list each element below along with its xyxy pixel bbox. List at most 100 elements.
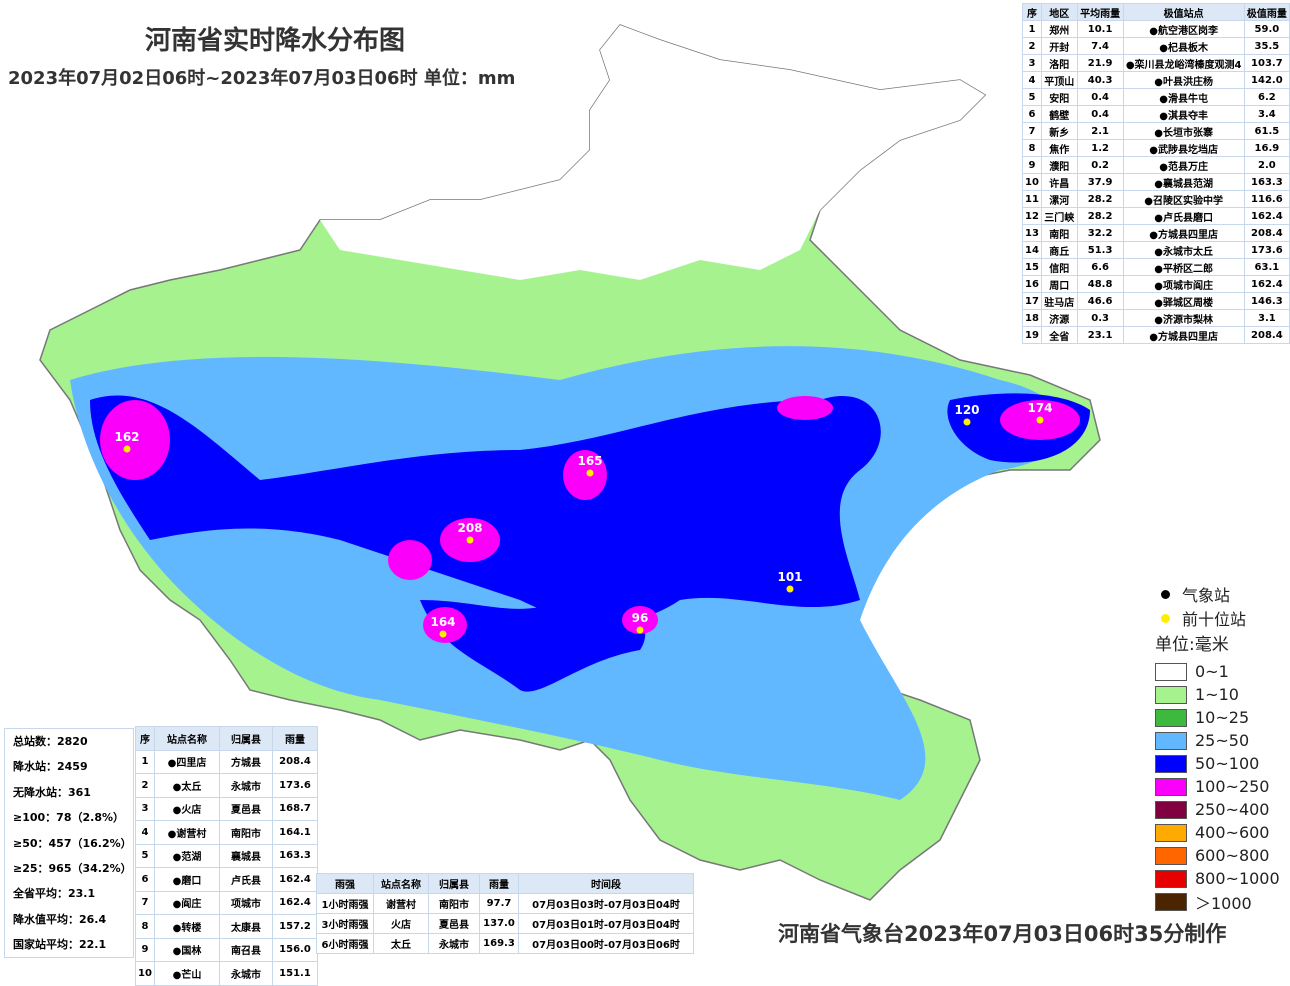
cell: 40.3 (1076, 71, 1124, 89)
legend-label: 400~600 (1195, 823, 1270, 842)
row: 11 漯河 28.2 ●召陵区实验中学 116.6 (1022, 190, 1290, 208)
legend-label: 10~25 (1195, 708, 1250, 727)
stat: ≥50：457（16.2%） (13, 836, 132, 850)
cell: 17 (1022, 292, 1042, 310)
cell: 103.7 (1243, 54, 1290, 72)
cell: 夏邑县 (428, 913, 480, 934)
cell: 开封 (1040, 37, 1078, 55)
row: 14 商丘 51.3 ●永城市太丘 173.6 (1022, 241, 1290, 259)
cell: ●航空港区岗李 (1122, 20, 1245, 38)
map-label: 101 (777, 570, 802, 584)
legend-row: 600~800 (1155, 844, 1285, 867)
cell: 6.6 (1076, 258, 1124, 276)
zone-100-spot (563, 450, 607, 500)
cell: ●太丘 (154, 773, 220, 798)
cell: ●方城县四里店 (1122, 326, 1245, 344)
cell: 32.2 (1076, 224, 1124, 242)
row: 3小时雨强 火店 夏邑县 137.0 07月03日01时-07月03日04时 (316, 913, 694, 934)
top-station (786, 585, 794, 593)
row: 1小时雨强 谢营村 南阳市 97.7 07月03日03时-07月03日04时 (316, 893, 694, 914)
cell: ●芒山 (154, 961, 220, 986)
row: 6小时雨强 太丘 永城市 169.3 07月03日00时-07月03日06时 (316, 933, 694, 954)
cell: 6 (135, 867, 155, 892)
cell: 火店 (373, 913, 429, 934)
cell: 162.4 (272, 890, 318, 915)
cell: 6小时雨强 (316, 933, 374, 954)
cell: 169.3 (479, 933, 519, 954)
cell: 6 (1022, 105, 1042, 123)
header-cell: 站点名称 (154, 726, 220, 751)
legend-swatch (1155, 869, 1187, 888)
legend-swatch (1155, 708, 1187, 727)
row: 1 ●四里店 方城县 208.4 (135, 749, 318, 774)
cell: 南召县 (219, 937, 273, 962)
row: 2 开封 7.4 ●杞县板木 35.5 (1022, 37, 1290, 55)
cell: ●济源市梨林 (1122, 309, 1245, 327)
cell: 商丘 (1040, 241, 1078, 259)
cell: 平顶山 (1040, 71, 1078, 89)
cell: 162.4 (1243, 207, 1290, 225)
page: 208 174 164 162 165 120 101 96 河南省实时降水分布图 2023年… (4, 3, 1290, 986)
table-head: 序站点名称 归属县 雨量 (135, 726, 318, 751)
cell: ●四里店 (154, 749, 220, 774)
legend-label: 100~250 (1195, 777, 1270, 796)
cell: 12 (1022, 207, 1042, 225)
cell: 163.3 (1243, 173, 1290, 191)
cell: 方城县 (219, 749, 273, 774)
cell: 14 (1022, 241, 1042, 259)
cell: 137.0 (479, 913, 519, 934)
legend-row: 250~400 (1155, 798, 1285, 821)
cell: 2 (135, 773, 155, 798)
cell: 51.3 (1076, 241, 1124, 259)
row: 2 ●太丘 永城市 173.6 (135, 773, 318, 798)
cell: ●长垣市张寨 (1122, 122, 1245, 140)
cell: 0.4 (1076, 88, 1124, 106)
legend-swatch (1155, 800, 1187, 819)
top-station (586, 469, 594, 477)
cell: 156.0 (272, 937, 318, 962)
cell: 1 (1022, 20, 1042, 38)
zone-100-spot (423, 607, 467, 643)
stat: 降水站：2459 (13, 760, 88, 774)
cell: 太康县 (219, 914, 273, 939)
cell: 驻马店 (1040, 292, 1078, 310)
cell: 5 (1022, 88, 1042, 106)
legend-swatch (1155, 777, 1187, 796)
row: 1 郑州 10.1 ●航空港区岗李 59.0 (1022, 20, 1290, 38)
cell: 安阳 (1040, 88, 1078, 106)
cell: ●国林 (154, 937, 220, 962)
cell: 59.0 (1243, 20, 1290, 38)
row: 3 ●火店 夏邑县 168.7 (135, 796, 318, 821)
header-cell: 归属县 (219, 726, 273, 751)
cell: 0.4 (1076, 105, 1124, 123)
cell: ●滑县牛屯 (1122, 88, 1245, 106)
cell: 28.2 (1076, 190, 1124, 208)
cell: 7 (135, 890, 155, 915)
cell: ●平桥区二郎 (1122, 258, 1245, 276)
row: 10 许昌 37.9 ●襄城县范湖 163.3 (1022, 173, 1290, 191)
cell: 鹤壁 (1040, 105, 1078, 123)
cell: 28.2 (1076, 207, 1124, 225)
map-label: 208 (457, 521, 482, 535)
table-body: 1小时雨强 谢营村 南阳市 97.7 07月03日03时-07月03日04时 3小时雨强火… (316, 893, 694, 954)
cell: ●永城市太丘 (1122, 241, 1245, 259)
cell: ●杞县板木 (1122, 37, 1245, 55)
legend-label: 前十位站 (1182, 610, 1247, 629)
cell: ●叶县洪庄杨 (1122, 71, 1245, 89)
map-label: 96 (632, 611, 649, 625)
cell: 3 (135, 796, 155, 821)
header-cell: 雨量 (272, 726, 318, 751)
top-station (1036, 416, 1044, 424)
legend-label: ＞1000 (1195, 893, 1252, 913)
cell: 10 (1022, 173, 1042, 191)
row: 6 ●磨口 卢氏县 162.4 (135, 867, 318, 892)
header-cell: 雨强 (316, 873, 374, 894)
row: 7 ●阎庄 项城市 162.4 (135, 890, 318, 915)
header-cell: 雨量 (479, 873, 519, 894)
cell: 07月03日03时-07月03日04时 (518, 893, 694, 914)
cell: ●栾川县龙峪湾榛度观测4 (1122, 54, 1245, 72)
cell: 洛阳 (1040, 54, 1078, 72)
legend-label: 25~50 (1195, 731, 1250, 750)
cell: 9 (135, 937, 155, 962)
cell: 3.4 (1243, 105, 1290, 123)
